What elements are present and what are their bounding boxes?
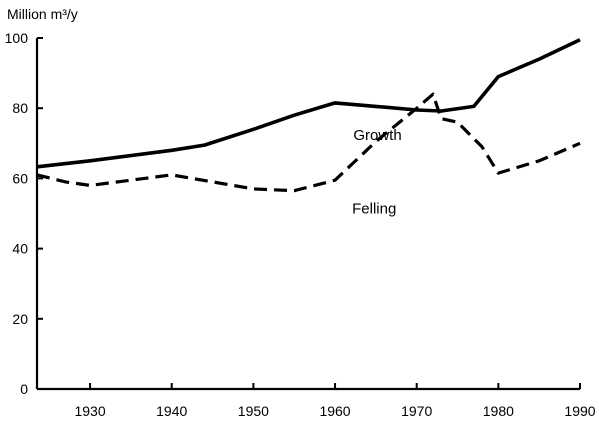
x-tick-label: 1950: [238, 403, 269, 419]
y-tick-label: 20: [12, 311, 28, 327]
series-label-felling: Felling: [352, 201, 396, 218]
x-tick-label: 1940: [156, 403, 187, 419]
series-line-growth: [36, 38, 581, 169]
axes: 0 20 40 60 80 100 1930 1940 1950 1960 1970 1980 1990: [5, 30, 596, 419]
x-tick-label: 1990: [564, 403, 595, 419]
y-tick-label: 60: [12, 170, 28, 186]
y-tick-label: 40: [12, 241, 28, 257]
y-axis-label: Million m³/y: [7, 6, 78, 22]
series-line-felling: [36, 92, 581, 193]
series-label-growth: Growth: [353, 127, 401, 144]
y-tick-label: 0: [20, 381, 28, 397]
labels: Million m³/y Growth Felling: [7, 6, 402, 218]
x-tick-label: 1930: [74, 403, 105, 419]
x-tick-label: 1980: [483, 403, 514, 419]
y-tick-label: 100: [5, 30, 29, 46]
series-lines: [36, 38, 581, 193]
y-tick-label: 80: [12, 100, 28, 116]
x-tick-label: 1960: [319, 403, 350, 419]
x-tick-label: 1970: [401, 403, 432, 419]
